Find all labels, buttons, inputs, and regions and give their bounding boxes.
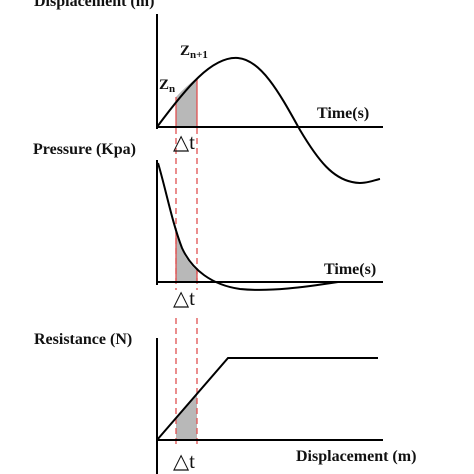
resistance-panel: Resistance (N) Displacement (m) △t [34,318,416,474]
displacement-panel: Displacement (m) Zn Zn+1 Time(s) [34,0,383,184]
displacement-time-axis-label: Time(s) [317,105,369,122]
pressure-delta-t-bottom: △t [173,286,195,310]
pressure-interval-shade [176,232,197,282]
pressure-delta-t-top: △t [173,130,195,154]
resistance-curve [156,357,378,441]
displacement-interval-shade [176,78,197,127]
displacement-axis-title: Displacement (m) [34,0,154,10]
pressure-curve [157,162,339,291]
pressure-time-axis-label: Time(s) [324,261,376,278]
zn1-label: Zn+1 [180,43,208,61]
zn-label: Zn [159,77,175,95]
pressure-axis-title: Pressure (Kpa) [33,141,136,158]
resistance-delta-t: △t [173,449,195,473]
resistance-axis-title: Resistance (N) [34,331,132,348]
resistance-displacement-axis-label: Displacement (m) [296,448,416,465]
pressure-panel: Pressure (Kpa) △t Time(s) △t [33,128,383,310]
resistance-interval-shade [176,395,197,440]
displacement-curve [156,56,381,184]
